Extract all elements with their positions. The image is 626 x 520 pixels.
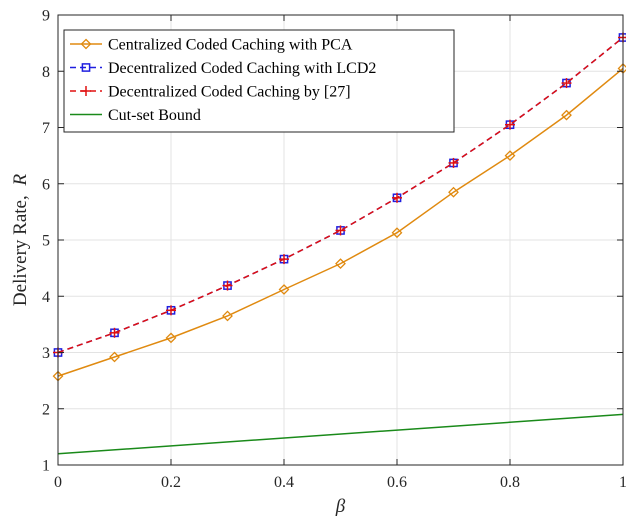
- series-line-2: [57, 36, 624, 354]
- series-2-point: [279, 254, 289, 265]
- legend-entry-1: Decentralized Coded Caching with LCD2: [70, 60, 376, 77]
- series-2-point: [222, 280, 233, 291]
- x-tick-label: 0.4: [274, 474, 294, 491]
- series-2-point: [561, 78, 572, 89]
- series-2-point: [335, 225, 346, 236]
- x-tick-label: 0: [54, 474, 62, 491]
- x-tick-label: 0.8: [500, 474, 520, 491]
- y-tick-labels: 1 2 3 4 5 6 7 8 9: [42, 8, 50, 475]
- x-tick-label: 0.2: [161, 474, 181, 491]
- y-tick-label: 9: [42, 8, 50, 25]
- y-tick-label: 4: [42, 289, 50, 306]
- series-line-0: [57, 67, 624, 377]
- series-2-point: [109, 327, 120, 338]
- series-0-point: [504, 150, 516, 162]
- legend-entry-3: Cut-set Bound: [70, 107, 201, 124]
- x-tick-labels: 0 0.2 0.4 0.6 0.8 1: [54, 474, 626, 491]
- series-2-point: [392, 192, 402, 203]
- y-tick-label: 5: [42, 233, 50, 250]
- y-tick-label: 1: [42, 458, 50, 475]
- legend: Centralized Coded Caching with PCA Decent…: [63, 29, 455, 133]
- series-0-point: [448, 186, 459, 198]
- legend-swatch-marker: [80, 38, 92, 50]
- y-tick-label: 8: [42, 64, 50, 81]
- legend-entry-2: Decentralized Coded Caching by [27]: [70, 84, 351, 101]
- legend-swatch-marker: [81, 63, 91, 72]
- series-2-point: [448, 157, 459, 168]
- y-tick-label: 3: [42, 345, 50, 362]
- series-0-point: [335, 258, 346, 270]
- y-axis-title-symbol: R: [10, 174, 31, 187]
- y-axis-title: Delivery Rate, R: [10, 174, 31, 307]
- series-0-point: [109, 351, 120, 363]
- x-tick-label: 0.6: [387, 474, 407, 491]
- series-0-point: [165, 332, 177, 344]
- series-2-point: [166, 305, 176, 316]
- series-layer: [52, 32, 626, 455]
- legend-swatch-marker: [81, 86, 91, 96]
- legend-box: [63, 29, 455, 133]
- y-tick-label: 7: [42, 120, 50, 137]
- series-0-point: [561, 109, 572, 121]
- legend-label: Decentralized Coded Caching by [27]: [108, 84, 351, 101]
- tick-marks: [57, 14, 624, 466]
- series-2-point: [505, 119, 515, 130]
- y-tick-label: 2: [42, 401, 50, 418]
- y-tick-label: 6: [42, 176, 50, 193]
- series-0-point: [391, 227, 403, 239]
- legend-label: Cut-set Bound: [108, 107, 201, 124]
- series-line-3: [57, 413, 624, 455]
- series-0-point: [222, 310, 233, 322]
- x-axis-title: β: [335, 496, 346, 517]
- series-3: [57, 413, 624, 455]
- legend-label: Decentralized Coded Caching with LCD2: [108, 60, 376, 77]
- legend-label: Centralized Coded Caching with PCA: [108, 37, 353, 54]
- y-axis-title-text: Delivery Rate,: [10, 195, 31, 306]
- series-0-point: [278, 284, 290, 295]
- x-tick-label: 1: [619, 474, 626, 491]
- legend-entry-0: Centralized Coded Caching with PCA: [70, 37, 353, 54]
